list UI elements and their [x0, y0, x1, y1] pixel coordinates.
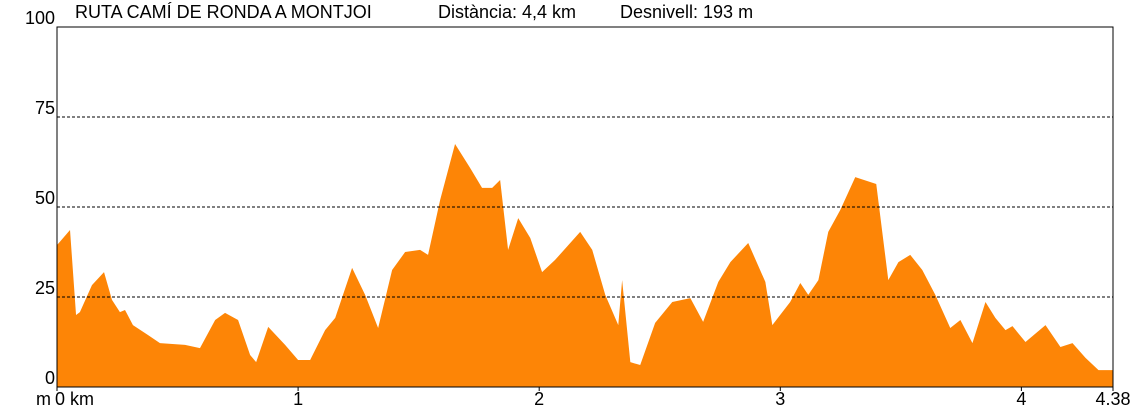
x-tick-label: 4.38 [1095, 389, 1130, 407]
x-tick-label: 1 [293, 389, 303, 407]
y-tick-label: 25 [35, 278, 55, 298]
plot-frame [56, 26, 1114, 388]
y-axis-label: m [36, 389, 51, 407]
distance: Distància: 4,4 km [438, 2, 576, 22]
elevation-gain: Desnivell: 193 m [620, 2, 753, 22]
y-tick-label: 100 [25, 8, 55, 28]
x-tick-label: 0 km [55, 389, 94, 407]
y-tick-label: 50 [35, 188, 55, 208]
x-tick-label: 3 [775, 389, 785, 407]
x-tick-label: 4 [1016, 389, 1026, 407]
y-tick-label: 75 [35, 98, 55, 118]
elevation-area [57, 144, 1113, 387]
x-tick-label: 2 [534, 389, 544, 407]
y-tick-label: 0 [45, 368, 55, 388]
chart-title: RUTA CAMÍ DE RONDA A MONTJOI [75, 2, 372, 22]
